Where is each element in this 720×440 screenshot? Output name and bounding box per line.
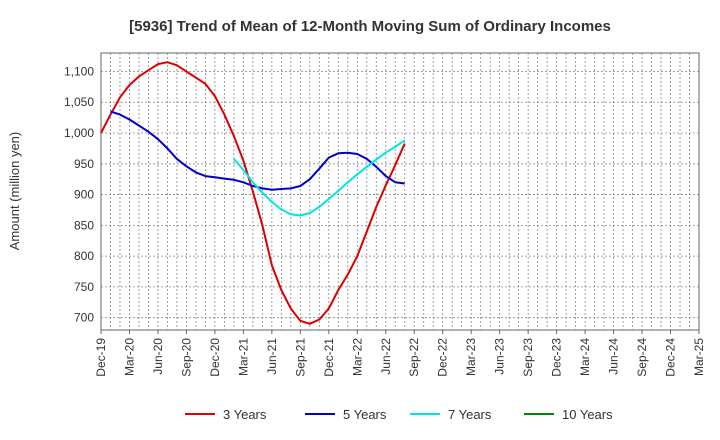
y-axis-ticks: 700 750 800 850 900 950 1,000 1,050 1,100 — [64, 64, 94, 324]
y-tick-label: 1,000 — [64, 126, 94, 140]
legend-label: 10 Years — [562, 407, 613, 422]
y-tick-label: 950 — [74, 157, 94, 171]
x-tick-label: Dec-23 — [550, 338, 564, 377]
x-axis-ticks: Dec-19 Mar-20 Jun-20 Sep-20 Dec-20 Mar-21 Jun-… — [94, 330, 706, 377]
x-tick-label: Sep-21 — [293, 338, 307, 377]
x-tick-label: Dec-20 — [208, 338, 222, 377]
chart-title: [5936] Trend of Mean of 12-Month Moving … — [129, 18, 611, 35]
legend-label: 3 Years — [223, 407, 267, 422]
x-tick-label: Jun-24 — [607, 338, 621, 375]
y-tick-label: 900 — [74, 188, 94, 202]
y-tick-label: 800 — [74, 249, 94, 263]
x-tick-label: Mar-24 — [578, 338, 592, 376]
x-tick-label: Dec-22 — [436, 338, 450, 377]
x-tick-label: Dec-21 — [322, 338, 336, 377]
x-tick-label: Sep-23 — [521, 338, 535, 377]
legend-label: 5 Years — [343, 407, 387, 422]
x-tick-label: Jun-23 — [493, 338, 507, 375]
plot-area — [100, 52, 700, 331]
x-tick-label: Sep-22 — [407, 338, 421, 377]
x-tick-label: Sep-20 — [179, 338, 193, 377]
x-tick-label: Mar-25 — [692, 338, 706, 376]
legend-label: 7 Years — [448, 407, 492, 422]
x-tick-label: Mar-20 — [122, 338, 136, 376]
x-tick-label: Jun-20 — [151, 338, 165, 375]
series-lines — [100, 61, 406, 325]
y-tick-label: 700 — [74, 311, 94, 325]
y-tick-label: 850 — [74, 218, 94, 232]
y-tick-label: 1,100 — [64, 64, 94, 78]
x-tick-label: Sep-24 — [635, 338, 649, 377]
x-tick-label: Mar-23 — [464, 338, 478, 376]
series-line-3-years — [100, 61, 406, 325]
x-tick-label: Mar-22 — [350, 338, 364, 376]
x-tick-label: Mar-21 — [236, 338, 250, 376]
y-tick-label: 750 — [74, 280, 94, 294]
series-line-7-years — [233, 139, 406, 217]
legend: 3 Years 5 Years 7 Years 10 Years — [185, 407, 613, 422]
x-tick-label: Jun-22 — [379, 338, 393, 375]
x-tick-label: Dec-24 — [664, 338, 678, 377]
x-tick-label: Jun-21 — [265, 338, 279, 375]
y-axis-label: Amount (million yen) — [7, 132, 22, 251]
y-tick-label: 1,050 — [64, 95, 94, 109]
x-tick-label: Dec-19 — [94, 338, 108, 377]
